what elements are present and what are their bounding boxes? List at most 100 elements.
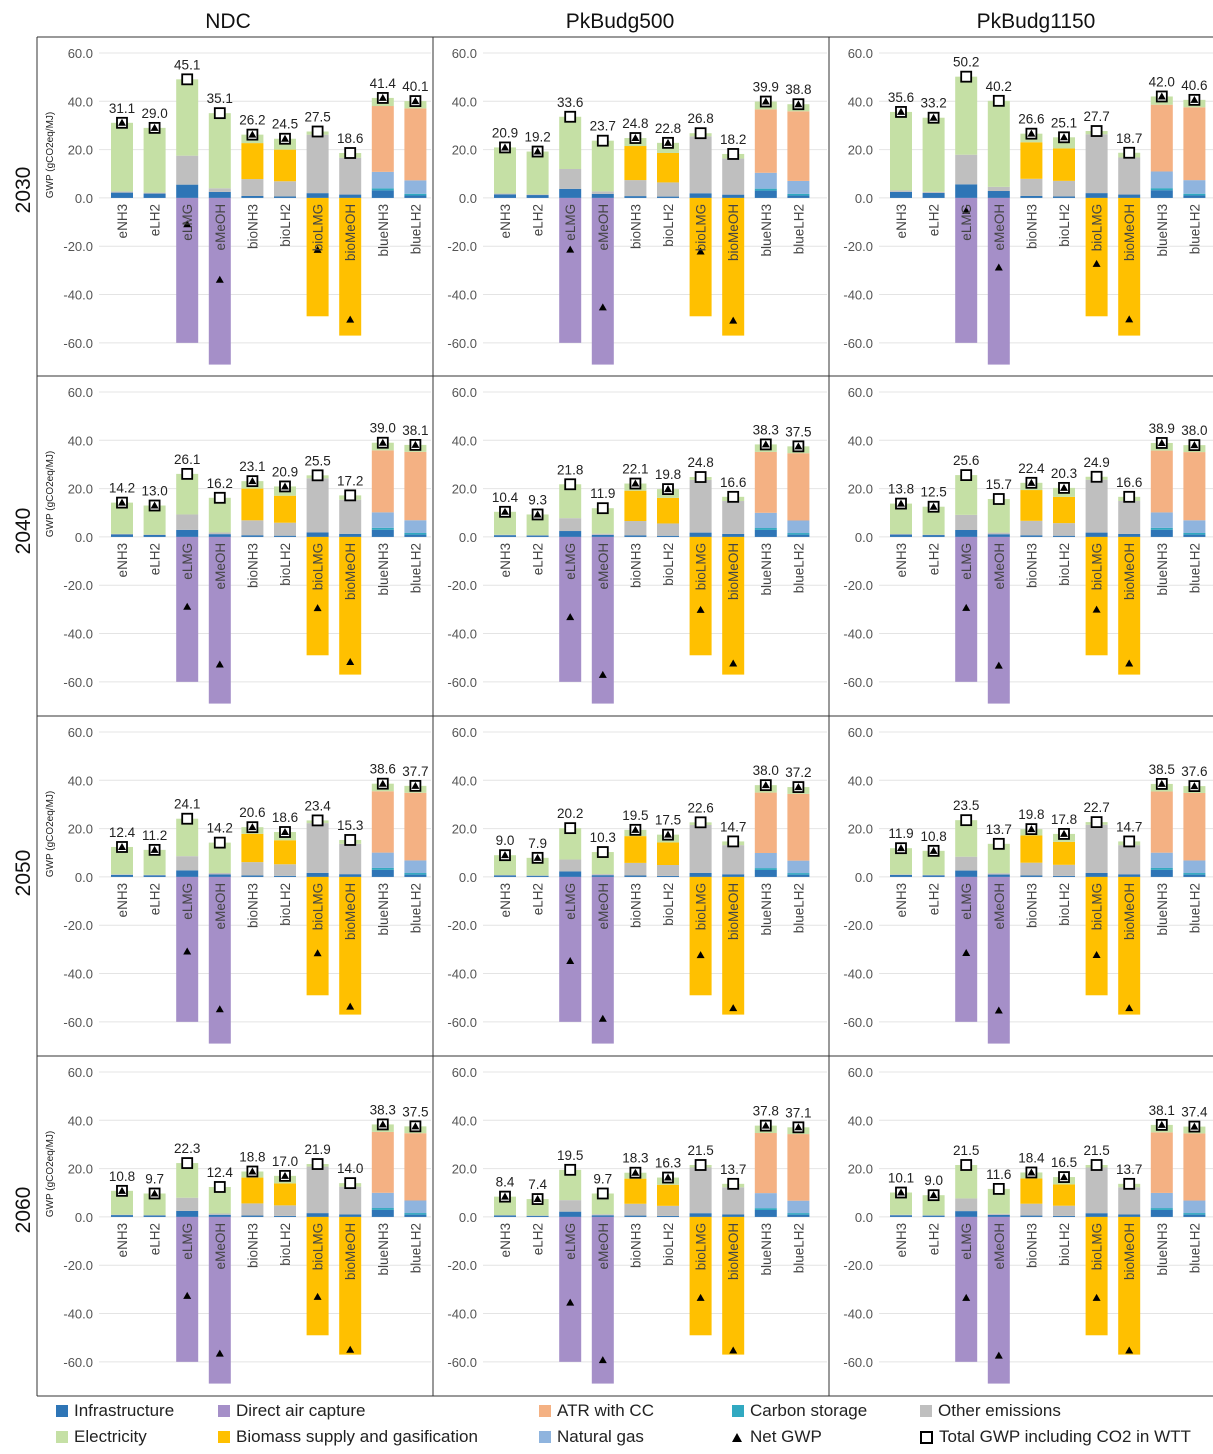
category-label: eLMG [563, 883, 578, 920]
net-gwp-marker [378, 779, 387, 787]
y-tick-label: -20.0 [843, 578, 873, 593]
category-label: eNH3 [115, 1223, 130, 1258]
net-gwp-marker [1125, 659, 1134, 667]
bar-segment-carbon_storage [1150, 527, 1173, 530]
bar-segment-other [1053, 1205, 1075, 1216]
bar-segment-natural_gas [371, 171, 394, 189]
category-label: blueLH2 [791, 883, 806, 933]
net-gwp-marker [794, 442, 803, 450]
category-label: eNH3 [894, 204, 909, 239]
net-gwp-marker [1125, 1346, 1134, 1354]
category-label: bioNH3 [1024, 1223, 1039, 1268]
y-tick-label: 0.0 [459, 870, 477, 885]
bar-segment-infrastructure [1150, 190, 1173, 198]
y-tick-label: 20.0 [848, 143, 873, 158]
bar-segment-carbon_storage [754, 1208, 777, 1210]
data-label: 40.6 [1181, 78, 1207, 93]
data-label: 11.9 [590, 486, 615, 501]
bar-segment-infrastructure [722, 194, 745, 198]
net-gwp-marker [696, 1293, 705, 1301]
bar-segment-biomass-negative [339, 876, 362, 1015]
category-label: bioNH3 [245, 883, 260, 928]
data-label: 19.5 [557, 1148, 583, 1163]
bar-segment-biomass [1020, 490, 1043, 521]
legend-label: Other emissions [938, 1401, 1061, 1420]
bar-segment-atr [371, 791, 394, 853]
triangle-icon [732, 1432, 742, 1442]
bar-segment-other [306, 478, 329, 533]
net-gwp-marker [378, 438, 387, 446]
bar-segment-carbon_storage [754, 528, 777, 530]
total-gwp-marker [1090, 470, 1103, 483]
net-gwp-marker [598, 670, 607, 678]
total-gwp-marker [596, 502, 609, 515]
category-label: blueNH3 [376, 543, 391, 596]
bar-segment-other [241, 862, 264, 876]
bar-segment-other [1053, 523, 1075, 536]
data-label: 12.5 [920, 485, 946, 500]
data-label: 14.2 [109, 481, 135, 496]
bar-segment-carbon_storage [787, 533, 810, 535]
bar-segment-atr [754, 451, 777, 513]
bar-segment-infrastructure [591, 193, 614, 198]
bar-segment-other [657, 865, 679, 876]
bar-segment-infrastructure [787, 195, 810, 198]
bar-segment-atr [754, 1133, 777, 1194]
y-tick-label: -20.0 [447, 578, 477, 593]
bar-segment-natural_gas [754, 512, 777, 529]
y-tick-label: -40.0 [447, 1307, 477, 1322]
category-label: eMeOH [213, 883, 228, 930]
category-label: eNH3 [498, 1223, 513, 1258]
net-gwp-marker [664, 138, 672, 146]
category-label: bioNH3 [245, 204, 260, 249]
y-tick-label: 20.0 [848, 822, 873, 837]
bar-segment-biomass [274, 149, 296, 182]
bar-segment-infrastructure [591, 1215, 614, 1217]
bar-segment-infrastructure [176, 529, 199, 537]
y-tick-label: 0.0 [459, 1210, 477, 1225]
y-tick-label: 0.0 [855, 530, 873, 545]
panel-2050-PkBudg500: 60.0 40.0 20.0 0.0 -20.0 -40.0 -60.0 9.0 eNH3 7.9… [447, 725, 827, 1044]
y-tick-label: 0.0 [855, 191, 873, 206]
bar-segment-electricity [890, 111, 912, 191]
category-label: eMeOH [213, 1223, 228, 1270]
y-tick-label: 0.0 [75, 870, 93, 885]
bar-segment-other [274, 1205, 296, 1216]
net-gwp-marker [248, 130, 257, 138]
category-label: bioLMG [694, 543, 709, 590]
bar-segment-electricity [987, 499, 1010, 533]
net-gwp-marker [1092, 950, 1101, 958]
bar-segment-atr [787, 793, 810, 861]
category-label: eLH2 [148, 1223, 163, 1255]
net-gwp-marker [150, 1189, 159, 1197]
bar-segment-carbon_storage [371, 188, 394, 191]
bar-segment-dac-negative [955, 1216, 978, 1362]
data-label: 38.8 [785, 82, 811, 97]
net-gwp-marker [533, 1195, 542, 1203]
bar-segment-atr [787, 111, 810, 181]
bar-segment-infrastructure [624, 535, 647, 537]
total-gwp-marker [181, 1157, 194, 1169]
net-gwp-marker [346, 1345, 355, 1353]
net-gwp-marker [346, 315, 355, 323]
bar-segment-infrastructure [274, 1215, 296, 1217]
bar-segment-infrastructure [754, 869, 777, 877]
net-gwp-marker [281, 482, 289, 490]
y-tick-label: 0.0 [75, 1210, 93, 1225]
bar-segment-infrastructure [922, 192, 945, 198]
bar-segment-biomass-negative [689, 876, 712, 996]
bar-segment-infrastructure [955, 184, 978, 198]
bar-segment-other [955, 856, 978, 871]
category-label: eNH3 [894, 883, 909, 918]
data-label: 38.3 [370, 1102, 396, 1117]
net-gwp-marker [566, 956, 575, 964]
bar-segment-natural_gas [1150, 1192, 1173, 1209]
total-gwp-marker [960, 469, 973, 481]
net-gwp-marker [1190, 782, 1199, 790]
bar-segment-infrastructure [339, 194, 362, 198]
bar-segment-infrastructure [241, 195, 264, 198]
category-label: bioMeOH [343, 543, 358, 600]
bar-segment-infrastructure [1020, 1215, 1043, 1217]
bar-segment-natural_gas [787, 180, 810, 194]
y-tick-label: 0.0 [459, 191, 477, 206]
